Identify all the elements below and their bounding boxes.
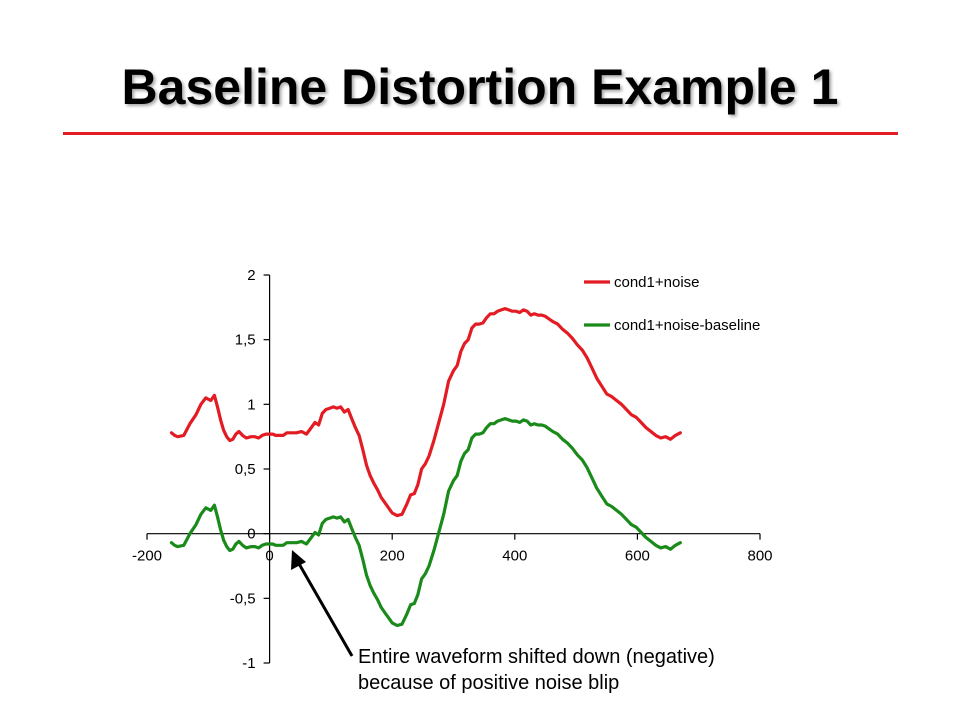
annotation-arrow	[291, 550, 354, 657]
x-tick-label: 200	[380, 548, 405, 565]
x-tick-label: -200	[132, 548, 162, 565]
y-tick-label: 1,5	[235, 332, 256, 349]
chart-legend: cond1+noise cond1+noise-baseline	[584, 274, 760, 334]
arrow-shaft	[296, 561, 354, 657]
chart-ticks: 2 1,5 1 0,5 0 -0,5 -1 -200 0 200 400 600 800	[132, 267, 773, 672]
y-tick-label: 1	[247, 396, 255, 413]
series-line-cond1-noise	[169, 307, 682, 518]
y-tick-label: 0,5	[235, 461, 256, 478]
y-tick-label: -0,5	[230, 590, 256, 607]
x-tick-label: 0	[265, 548, 273, 565]
title-underline	[63, 132, 898, 135]
legend-label: cond1+noise	[614, 274, 700, 291]
x-tick-label: 600	[625, 548, 650, 565]
y-tick-label: -1	[242, 655, 255, 672]
x-tick-label: 800	[747, 548, 772, 565]
x-tick-label: 400	[502, 548, 527, 565]
arrow-head	[291, 550, 306, 570]
chart-series	[169, 307, 682, 628]
series-line-cond1-noise-baseline	[169, 417, 682, 628]
slide-title: Baseline Distortion Example 1	[121, 59, 839, 115]
y-tick-label: 0	[247, 526, 255, 543]
legend-label: cond1+noise-baseline	[614, 317, 760, 334]
annotation-line-1: Entire waveform shifted down (negative)	[358, 646, 715, 668]
y-tick-label: 2	[247, 267, 255, 284]
annotation-text: Entire waveform shifted down (negative) …	[358, 644, 715, 696]
annotation-line-2: because of positive noise blip	[358, 672, 620, 694]
